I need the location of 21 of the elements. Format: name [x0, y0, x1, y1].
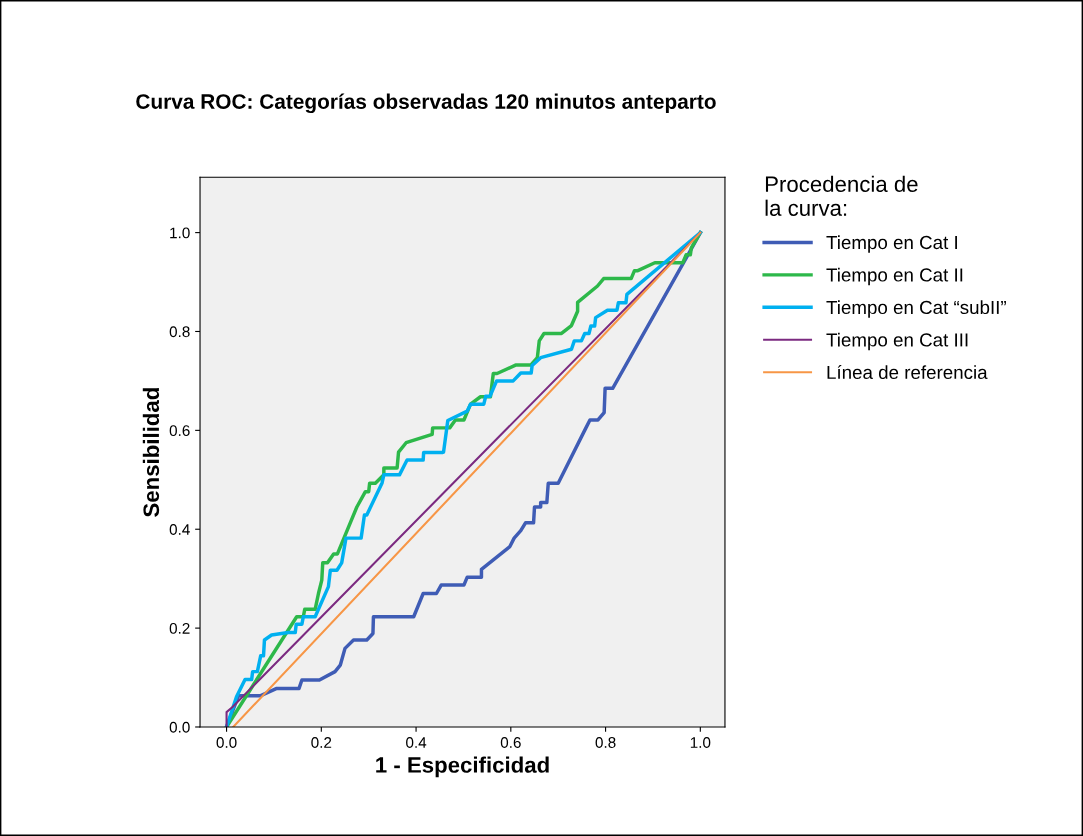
y-tick-label: 1.0: [170, 227, 190, 239]
x-tick-label: 0.8: [595, 737, 616, 748]
legend-label: Tiempo en Cat “subII”: [826, 300, 1006, 318]
y-tick-label: 0.4: [169, 524, 190, 535]
x-tick-label: 0.6: [500, 737, 521, 748]
chart-title: Curva ROC: Categorías observadas 120 minutos anteparto: [136, 93, 716, 114]
x-tick-label: 0.2: [311, 737, 332, 748]
x-axis-title: 1 - Especificidad: [376, 756, 549, 778]
x-tick-label: 0.4: [406, 737, 427, 748]
y-axis-title: Sensibilidad: [142, 388, 160, 517]
legend-title: Procedencia de la curva:: [765, 175, 918, 216]
legend-label: Tiempo en Cat III: [826, 332, 968, 351]
legend-label: Tiempo en Cat II: [826, 267, 963, 286]
y-tick-label: 0.6: [169, 425, 190, 437]
x-tick-label: 1.0: [690, 737, 711, 748]
y-tick-label: 0.0: [169, 721, 190, 733]
legend-label: Tiempo en Cat I: [826, 235, 957, 253]
y-tick-label: 0.8: [169, 326, 190, 338]
y-tick-label: 0.2: [169, 622, 190, 634]
legend-label: Línea de referencia: [827, 365, 988, 380]
x-tick-label: 0.0: [216, 737, 237, 748]
